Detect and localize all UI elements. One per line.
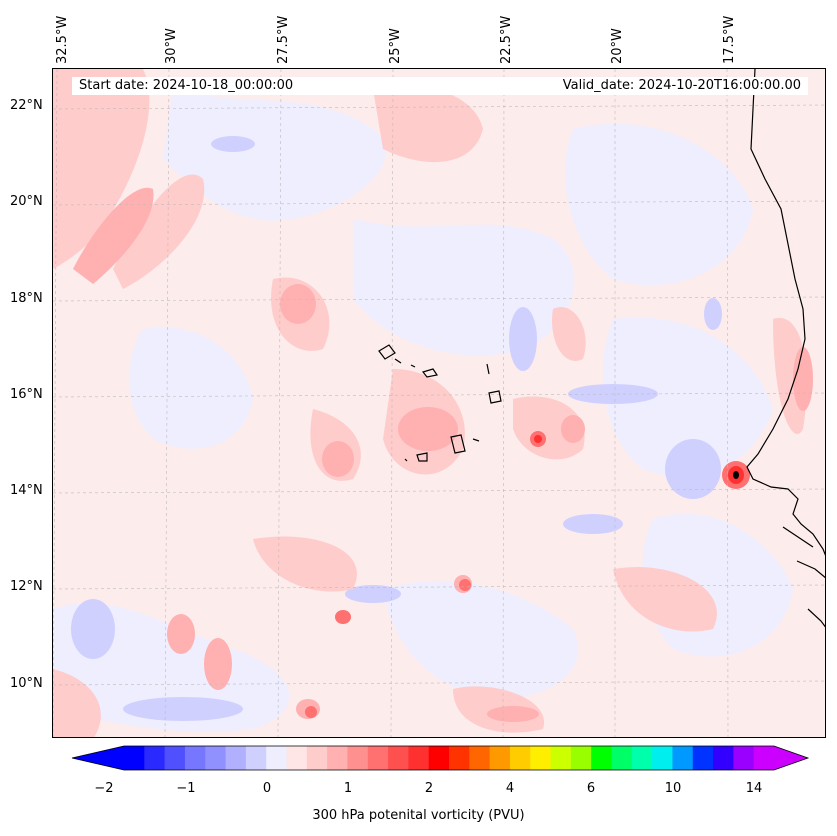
colorbar-swatch: [469, 746, 491, 770]
colorbar-swatch: [449, 746, 470, 770]
colorbar-swatch: [286, 746, 308, 770]
longitude-label-17-5w: 17.5°W: [722, 15, 737, 64]
vorticity-map: [52, 68, 826, 738]
colorbar-swatch: [713, 746, 734, 770]
latitude-label-20n: 20°N: [10, 194, 43, 209]
colorbar-outline: [71, 745, 810, 771]
moderate-pv-regions: [73, 187, 813, 722]
colorbar-swatch: [631, 746, 653, 770]
colorbar-tick-minus-1: −1: [176, 781, 196, 796]
colorbar-title: 300 hPa potenital vorticity (PVU): [312, 808, 525, 823]
colorbar-swatch: [347, 746, 369, 770]
latitude-label-18n: 18°N: [10, 291, 43, 306]
colorbar-swatch: [591, 746, 612, 770]
longitude-label-20w: 20°W: [610, 28, 625, 64]
start-date-label: Start date: 2024-10-18_00:00:00: [79, 78, 294, 93]
latitude-label-22n: 22°N: [10, 98, 43, 113]
colorbar-swatch: [205, 746, 227, 770]
stronger-negative-pv-regions: [71, 136, 722, 721]
graticule: [53, 69, 825, 737]
colorbar-swatch: [530, 746, 552, 770]
colorbar-swatch: [408, 746, 430, 770]
colorbar-swatch: [184, 746, 206, 770]
colorbar-tick-minus-2: −2: [94, 781, 114, 796]
colorbar-tick-14: 14: [745, 781, 763, 796]
colorbar-swatch: [327, 746, 348, 770]
colorbar-swatch: [550, 746, 572, 770]
longitude-label-32-5w: 32.5°W: [55, 15, 70, 64]
cape-verde-islands: [378, 344, 502, 462]
colorbar-under-arrow: [72, 746, 124, 770]
colorbar-swatch: [428, 746, 450, 770]
colorbar-tick-1: 1: [343, 781, 353, 796]
info-bar: [72, 77, 808, 95]
colorbar-swatch: [692, 746, 714, 770]
colorbar-swatch: [266, 746, 287, 770]
colorbar: [71, 745, 810, 771]
colorbar-swatch: [124, 746, 145, 770]
colorbar-swatch: [489, 746, 511, 770]
colorbar-tick-6: 6: [586, 781, 596, 796]
colorbar-swatch: [144, 746, 166, 770]
longitude-label-25w: 25°W: [388, 28, 403, 64]
colorbar-swatch: [733, 746, 755, 770]
colorbar-swatch: [570, 746, 592, 770]
colorbar-swatch: [164, 746, 186, 770]
colorbar-swatch: [367, 746, 389, 770]
colorbar-swatch: [652, 746, 673, 770]
colorbar-tick-0: 0: [262, 781, 272, 796]
vorticity-field: [53, 69, 825, 737]
longitude-label-30w: 30°W: [164, 28, 179, 64]
longitude-label-22-5w: 22.5°W: [499, 15, 514, 64]
latitude-label-10n: 10°N: [10, 676, 43, 691]
latitude-label-12n: 12°N: [10, 579, 43, 594]
colorbar-swatch: [753, 746, 775, 770]
colorbar-swatch: [672, 746, 694, 770]
colorbar-swatch: [388, 746, 409, 770]
colorbar-tick-2: 2: [424, 781, 434, 796]
coastline: [746, 69, 825, 628]
colorbar-tick-10: 10: [664, 781, 682, 796]
pv-maximum: [733, 471, 739, 479]
latitude-label-16n: 16°N: [10, 387, 43, 402]
colorbar-swatch: [509, 746, 531, 770]
colorbar-tick-4: 4: [505, 781, 515, 796]
longitude-label-27-5w: 27.5°W: [276, 15, 291, 64]
colorbar-swatch: [225, 746, 247, 770]
valid-date-label: Valid_date: 2024-10-20T16:00:00.00: [562, 78, 801, 93]
positive-pv-regions: [53, 69, 807, 737]
latitude-label-14n: 14°N: [10, 483, 43, 498]
colorbar-swatch: [306, 746, 328, 770]
colorbar-over-arrow: [774, 746, 808, 770]
colorbar-swatch: [245, 746, 267, 770]
colorbar-swatch: [611, 746, 633, 770]
